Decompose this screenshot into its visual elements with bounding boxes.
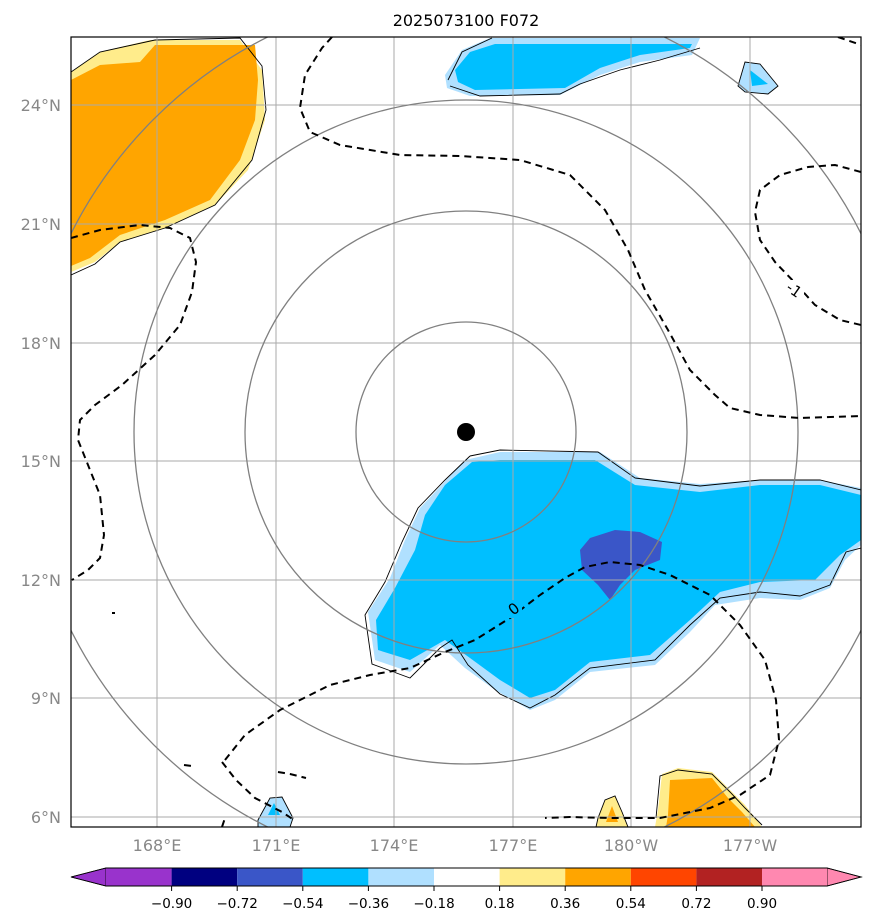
lon-label-177e: 177°E bbox=[489, 836, 538, 855]
graticule bbox=[71, 37, 861, 827]
contour-upper bbox=[298, 37, 861, 420]
lat-label-24n: 24°N bbox=[21, 96, 61, 115]
colorbar-bin bbox=[368, 868, 434, 886]
colorbar-bin bbox=[565, 868, 631, 886]
colorbar-bin bbox=[630, 868, 697, 886]
colorbar-tick-label: 0.54 bbox=[616, 896, 646, 912]
lat-label-12n: 12°N bbox=[21, 571, 61, 590]
colorbar-tick-label: −0.90 bbox=[151, 896, 192, 912]
negative-anomaly-north bbox=[455, 44, 692, 90]
contour-label-zero-bg bbox=[506, 600, 522, 618]
colorbar-bin bbox=[434, 868, 500, 886]
contour-neg1 bbox=[753, 163, 861, 326]
lat-label-21n: 21°N bbox=[21, 215, 61, 234]
map-area: 0 -1 bbox=[71, 37, 861, 827]
colorbar-extend-low bbox=[70, 867, 107, 887]
colorbar-bin bbox=[762, 868, 827, 886]
colorbar-bin bbox=[171, 868, 238, 886]
colorbar-tick-label: −0.36 bbox=[348, 896, 389, 912]
negative-anomaly-ne-small-core bbox=[750, 70, 768, 86]
colorbar-extend-high bbox=[826, 867, 863, 887]
lon-labels: 168°E 171°E 174°E 177°E 180°W 177°W bbox=[133, 836, 778, 855]
contour-label-neg1-bg bbox=[784, 280, 804, 298]
dashed-contours bbox=[71, 37, 861, 827]
negative-anomaly-south-outline bbox=[364, 449, 861, 709]
colorbar-bin bbox=[499, 868, 566, 886]
map-title: 2025073100 F072 bbox=[393, 11, 540, 30]
lon-label-177w: 177°W bbox=[723, 836, 778, 855]
lon-label-168e: 168°E bbox=[133, 836, 182, 855]
colorbar-tick-label: −0.72 bbox=[217, 896, 258, 912]
colorbar-tick-label: −0.18 bbox=[413, 896, 454, 912]
lat-label-9n: 9°N bbox=[31, 689, 61, 708]
colorbar-bin bbox=[696, 868, 762, 886]
positive-anomaly-nw-outline bbox=[71, 37, 267, 276]
colorbar: −0.90 −0.72 −0.54 −0.36 −0.18 0.18 0.36 … bbox=[70, 867, 863, 912]
contour-fragment-a bbox=[277, 771, 307, 779]
lat-label-18n: 18°N bbox=[21, 334, 61, 353]
storm-center-dot bbox=[457, 423, 475, 441]
colorbar-bin bbox=[106, 868, 172, 886]
colorbar-bin bbox=[302, 868, 369, 886]
colorbar-tick-label: −0.54 bbox=[282, 896, 323, 912]
map-frame bbox=[70, 36, 862, 828]
contour-west bbox=[71, 223, 198, 581]
colorbar-tick-label: 0.90 bbox=[747, 896, 777, 912]
lon-label-180w: 180°W bbox=[604, 836, 659, 855]
negative-anomaly-sw-small-core bbox=[268, 803, 280, 815]
colorbar-tick-label: 0.36 bbox=[550, 896, 580, 912]
lat-label-6n: 6°N bbox=[31, 808, 61, 827]
colorbar-tick-label: 0.72 bbox=[681, 896, 711, 912]
colorbar-bin bbox=[237, 868, 303, 886]
lat-label-15n: 15°N bbox=[21, 452, 61, 471]
range-rings bbox=[71, 37, 861, 827]
lon-label-174e: 174°E bbox=[370, 836, 419, 855]
lat-labels: 24°N 21°N 18°N 15°N 12°N 9°N 6°N bbox=[21, 96, 61, 827]
positive-anomaly-se-outline bbox=[655, 769, 763, 826]
colorbar-ticklines bbox=[171, 886, 763, 891]
contour-zero-south bbox=[221, 560, 781, 827]
contour-fragment-b bbox=[183, 764, 193, 767]
contour-ne-corner bbox=[837, 37, 861, 46]
lon-label-171e: 171°E bbox=[252, 836, 301, 855]
colorbar-tick-label: 0.18 bbox=[485, 896, 515, 912]
positive-anomaly-nw bbox=[71, 45, 258, 266]
negative-anomaly-south-strong bbox=[580, 530, 662, 600]
negative-anomaly-north-outline bbox=[447, 37, 701, 97]
colorbar-outline bbox=[70, 867, 863, 887]
